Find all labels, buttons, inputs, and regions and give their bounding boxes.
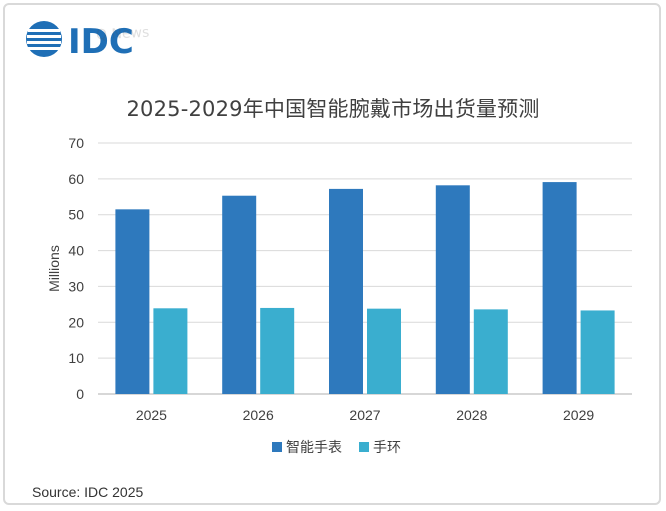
bar-band — [473, 309, 508, 394]
source-note: Source: IDC 2025 — [32, 484, 144, 500]
bar-band — [260, 307, 295, 394]
y-tick-label: 30 — [68, 278, 84, 294]
chart-title: 2025-2029年中国智能腕戴市场出货量预测 — [126, 97, 540, 121]
x-tick-label: 2026 — [243, 407, 274, 423]
x-axis-ticks: 2025 2026 2027 2028 2029 — [136, 407, 595, 423]
bar-smartwatch — [329, 188, 363, 394]
y-axis-title: Millions — [46, 245, 62, 292]
legend-label-smartwatch: 智能手表 — [286, 440, 342, 456]
y-tick-label: 0 — [76, 386, 84, 402]
y-tick-label: 70 — [68, 135, 84, 151]
bar-band — [367, 308, 401, 394]
logo-emblem-icon — [26, 21, 62, 57]
y-axis-ticks: 0 10 20 30 40 50 60 70 — [68, 135, 84, 402]
legend: 智能手表 手环 — [272, 440, 401, 456]
bar-smartwatch — [542, 182, 577, 394]
x-tick-label: 2027 — [349, 407, 380, 423]
y-tick-label: 50 — [68, 207, 84, 223]
legend-label-band: 手环 — [373, 440, 401, 456]
y-tick-label: 20 — [68, 314, 84, 330]
legend-swatch-band — [359, 442, 369, 452]
bar-band — [153, 308, 188, 394]
bar-smartwatch — [222, 195, 257, 394]
legend-swatch-smartwatch — [272, 442, 282, 452]
logo-text: IDC — [68, 22, 134, 60]
bar-smartwatch — [435, 185, 470, 394]
idc-logo: IDC — [26, 21, 134, 60]
bar-band — [580, 310, 615, 394]
y-tick-label: 40 — [68, 243, 84, 259]
x-tick-label: 2028 — [456, 407, 487, 423]
y-tick-label: 60 — [68, 171, 84, 187]
y-tick-label: 10 — [68, 350, 84, 366]
bar-smartwatch — [115, 209, 150, 394]
x-tick-label: 2029 — [563, 407, 594, 423]
bars — [115, 182, 615, 394]
x-tick-label: 2025 — [136, 407, 167, 423]
